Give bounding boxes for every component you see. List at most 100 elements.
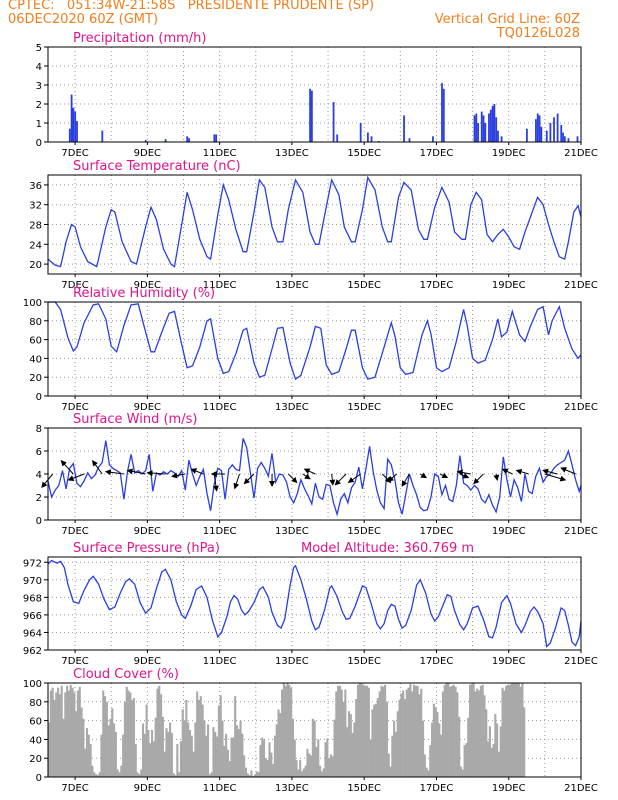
- wind-vector: [233, 473, 240, 490]
- y-tick-label: 970: [23, 576, 42, 587]
- cloud-bar: [53, 699, 56, 777]
- cloud-bar: [391, 735, 394, 777]
- x-tick-label: 19DEC: [492, 280, 526, 291]
- precip-bar: [403, 115, 405, 142]
- x-tick-label: 7DEC: [61, 526, 88, 537]
- cloud-bar: [206, 724, 210, 777]
- wind-vector: [439, 472, 449, 479]
- cloud-bar: [423, 754, 426, 777]
- cloud-bar: [172, 773, 175, 777]
- cloud-bar: [143, 733, 146, 777]
- cloud-bar: [147, 730, 150, 777]
- cloud-bar: [107, 725, 110, 777]
- cloud-bar: [365, 685, 369, 777]
- cloud-bar: [496, 723, 499, 777]
- cloud-bar: [55, 692, 58, 777]
- cloud-bar: [250, 770, 253, 777]
- y-tick-label: 60: [29, 717, 42, 728]
- cloud-bar: [331, 756, 334, 777]
- pres-panel: 962 964 966 968 970 972 7DEC 9DEC 11DEC 13DEC 15DE…: [23, 541, 598, 667]
- x-tick-label: 9DEC: [134, 280, 161, 291]
- precip-bar: [489, 109, 492, 142]
- temp-line: [47, 175, 582, 268]
- y-tick-label: 966: [23, 611, 42, 622]
- cloud-bar: [96, 775, 99, 777]
- cloud-bar: [360, 683, 363, 777]
- cloud-bar: [257, 772, 260, 777]
- wind-vector: [347, 473, 361, 483]
- x-tick-label: 13DEC: [275, 148, 309, 159]
- cloud-bar: [94, 774, 98, 777]
- cloud-bar: [403, 698, 407, 777]
- precip-bar: [480, 111, 483, 142]
- y-tick-label: 3: [36, 81, 42, 92]
- cloud-bar: [150, 730, 154, 777]
- cloud-bar: [393, 720, 396, 777]
- cloud-bar: [297, 769, 300, 777]
- cloud-bar: [93, 772, 96, 777]
- cloud-bar: [237, 729, 240, 777]
- cloud-bar: [468, 684, 472, 777]
- cloud-bar: [449, 686, 452, 777]
- header-model-id: TQ0126L028: [496, 26, 580, 41]
- cloud-bar: [431, 722, 434, 777]
- cloud-bar: [188, 730, 192, 777]
- y-tick-label: 20: [29, 754, 42, 765]
- cloud-bar: [427, 770, 430, 777]
- precip-bar: [164, 139, 167, 142]
- cloud-bar: [324, 742, 327, 777]
- precip-bar: [549, 123, 552, 142]
- cloud-bar: [281, 689, 284, 777]
- cloud-bar: [364, 685, 367, 777]
- cloud-bar: [492, 744, 495, 777]
- y-tick-label: 5: [36, 43, 42, 54]
- precip-bar: [70, 94, 73, 142]
- wind-vector: [544, 473, 567, 482]
- cloud-bar: [488, 726, 491, 777]
- cloud-bar: [355, 698, 358, 777]
- cloud-bar: [429, 745, 432, 777]
- cloud-bar: [309, 755, 313, 777]
- wind-vector: [190, 468, 204, 475]
- cloud-bar: [402, 690, 405, 777]
- cloud-bar: [476, 688, 479, 777]
- precip-bar: [477, 123, 480, 142]
- x-tick-label: 9DEC: [134, 148, 161, 159]
- x-tick-label: 21DEC: [564, 526, 598, 537]
- y-tick-label: 24: [29, 240, 42, 251]
- cloud-bar: [351, 732, 354, 777]
- cloud-bar: [246, 773, 249, 777]
- cloud-bar: [91, 765, 94, 777]
- y-tick-label: 32: [29, 201, 42, 212]
- x-tick-label: 9DEC: [134, 526, 161, 537]
- cloud-bar: [412, 684, 416, 777]
- cloud-bar: [299, 760, 302, 777]
- precip-bar: [336, 134, 339, 142]
- cloud-bar: [465, 743, 468, 777]
- cloud-bar: [416, 685, 419, 777]
- wind-vector: [171, 472, 186, 479]
- cloud-bar: [375, 703, 378, 777]
- wind-vector: [92, 459, 103, 475]
- header-run-time: 06DEC2020 60Z (GMT): [8, 12, 159, 27]
- cloud-bar: [398, 699, 401, 777]
- precip-bar: [482, 115, 485, 142]
- cloud-bar: [481, 684, 484, 777]
- cloud-bar: [60, 685, 63, 777]
- x-tick-label: 19DEC: [492, 526, 526, 537]
- x-tick-label: 11DEC: [203, 402, 237, 413]
- cloud-bar: [422, 720, 425, 777]
- y-tick-label: 2: [36, 100, 42, 111]
- cloud-bar: [474, 691, 477, 777]
- x-tick-label: 15DEC: [347, 526, 381, 537]
- cloud-bar: [158, 685, 161, 777]
- precip-bar: [473, 115, 476, 142]
- y-tick-label: 60: [29, 336, 42, 347]
- pres-line: [47, 559, 582, 648]
- cloud-bar: [279, 713, 282, 777]
- x-tick-label: 19DEC: [492, 148, 526, 159]
- cloud-bar: [71, 687, 74, 777]
- cloud-bar: [141, 723, 145, 777]
- header-station: CPTEC: 051:34W-21:58S PRESIDENTE PRUDENT…: [8, 0, 375, 13]
- x-tick-label: 17DEC: [420, 402, 454, 413]
